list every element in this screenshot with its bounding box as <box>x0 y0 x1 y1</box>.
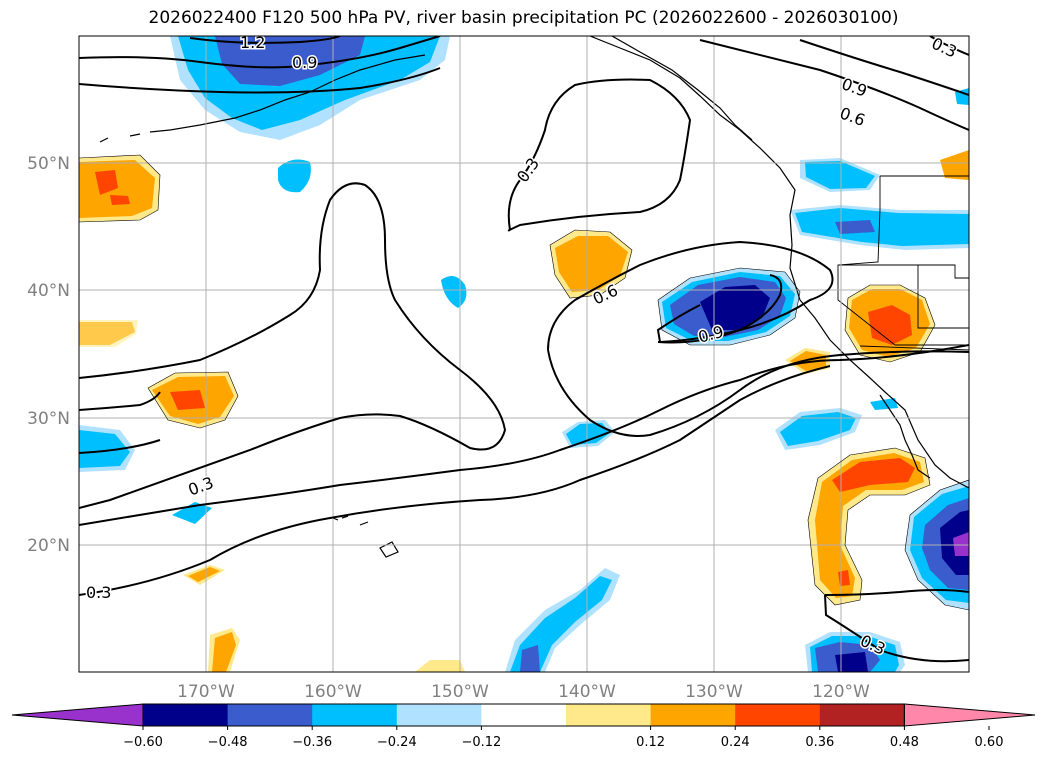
lon-label: 170°W <box>177 682 235 702</box>
map-frame <box>78 35 970 673</box>
contour-label: 0.3 <box>86 583 111 602</box>
longitude-labels: 170°W 160°W 150°W 140°W 130°W 120°W <box>177 682 870 702</box>
colorbar-tick-label: 0.24 <box>721 735 750 750</box>
pv-contour-0.9-north <box>79 36 441 69</box>
colorbar-tick-label: 0.60 <box>975 735 1004 750</box>
coastlines <box>99 36 969 558</box>
contour-label: 1.2 <box>240 33 265 52</box>
lon-label: 130°W <box>685 682 743 702</box>
pv-contour-0.9-mid <box>657 274 783 344</box>
colorbar-segment <box>819 704 905 726</box>
colorbar-tick-label: −0.60 <box>123 735 163 750</box>
pv-contour-0.3-bottom <box>79 365 831 596</box>
pv-contour-0.9-ne <box>799 39 969 96</box>
lat-label: 50°N <box>27 154 70 174</box>
colorbar-tick-label: 0.48 <box>890 735 919 750</box>
pv-contour-0.6-ne <box>699 39 969 131</box>
latitude-labels: 50°N 40°N 30°N 20°N <box>27 154 70 556</box>
pv-contour-0.6 <box>547 240 834 351</box>
colorbar-tick-label: −0.48 <box>208 735 248 750</box>
pv-contour-0.3-south <box>79 344 969 526</box>
colorbar: −0.60 −0.48 −0.36 −0.24 −0.12 0.12 0.24 0.36 0.4… <box>11 703 1036 750</box>
colorbar-tick-label: −0.12 <box>461 735 501 750</box>
colorbar-extend-max <box>903 703 1036 727</box>
colorbar-segment <box>650 704 736 726</box>
pv-contour-0.3-se-b <box>824 594 969 663</box>
gridlines <box>79 36 969 672</box>
lat-label: 40°N <box>27 281 70 301</box>
lon-label: 120°W <box>812 682 870 702</box>
colorbar-segment <box>312 704 398 726</box>
colorbar-segment <box>227 704 313 726</box>
colorbar-tick-label: −0.24 <box>377 735 417 750</box>
colorbar-segment <box>481 704 567 726</box>
colorbar-tick-label: 0.36 <box>805 735 834 750</box>
figure-title: 2026022400 F120 500 hPa PV, river basin … <box>148 8 899 28</box>
colorbar-tick-label: 0.12 <box>636 735 665 750</box>
colorbar-segment <box>566 704 652 726</box>
lat-label: 20°N <box>27 536 70 556</box>
colorbar-tick-label: −0.36 <box>292 735 332 750</box>
contour-label: 0.9 <box>292 53 317 72</box>
pv-contour-0.3-w <box>79 391 161 411</box>
pv-contour-0.3-upper <box>507 78 692 232</box>
pv-contour-1.2 <box>189 36 341 44</box>
pv-contour-ne-top <box>929 36 969 56</box>
lon-label: 140°W <box>558 682 616 702</box>
colorbar-outline <box>142 703 905 727</box>
pv-contour-0.6-b <box>547 349 969 437</box>
pv-contour-0.9-nw <box>79 67 441 94</box>
pv-contour-0.3-w2 <box>79 439 161 454</box>
pv-contour-0.3-se <box>824 589 969 596</box>
lat-label: 30°N <box>27 409 70 429</box>
political-borders <box>837 175 969 351</box>
colorbar-segment <box>735 704 821 726</box>
colorbar-segment <box>396 704 482 726</box>
pv-contour-0.3-main <box>79 182 507 509</box>
pv-contours <box>79 36 969 663</box>
lon-label: 160°W <box>304 682 362 702</box>
colorbar-extend-min <box>11 703 144 727</box>
lon-label: 150°W <box>431 682 489 702</box>
colorbar-segment <box>143 704 229 726</box>
